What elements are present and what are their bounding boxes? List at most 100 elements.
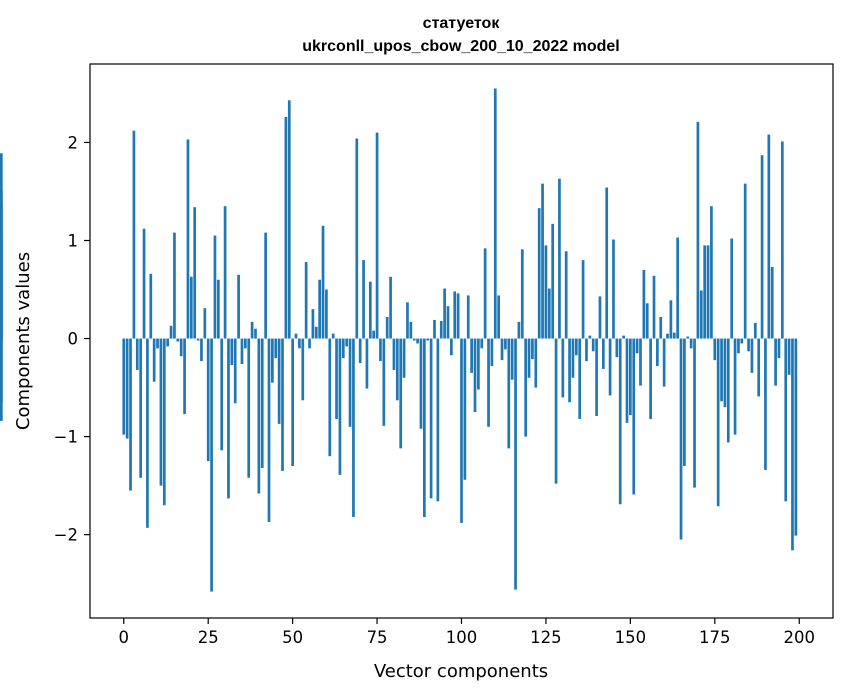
bar-121: [531, 338, 534, 360]
bar-188: [757, 338, 761, 397]
bar-91: [429, 338, 433, 499]
bar-10: [156, 338, 159, 349]
bar-89: [423, 338, 426, 518]
plot-frame: [89, 63, 834, 619]
bar-177: [720, 338, 723, 402]
bar-6: [142, 228, 146, 339]
bar-196: [784, 338, 788, 502]
bar-54: [304, 262, 308, 339]
bar-45: [274, 338, 278, 359]
bar-147: [618, 338, 622, 505]
y-tick-label: −2: [54, 526, 78, 545]
bar-81: [395, 338, 399, 401]
x-tick-label: 125: [530, 628, 562, 647]
bar-72: [365, 338, 369, 389]
bar-25: [206, 338, 210, 462]
bar-59: [321, 225, 325, 339]
bar-152: [635, 338, 639, 354]
bar-175: [713, 338, 717, 361]
bar-116: [514, 338, 517, 590]
bar-90: [426, 338, 430, 341]
bar-165: [679, 338, 683, 540]
bar-60: [325, 289, 328, 339]
bar-42: [264, 232, 267, 339]
bar-0: [122, 338, 126, 435]
bar-125: [544, 245, 548, 339]
bar-73: [368, 281, 372, 339]
bar-80: [392, 338, 396, 370]
y-tick-label: −1: [54, 428, 78, 447]
x-tick-label: 0: [119, 628, 130, 647]
bar-127: [551, 223, 555, 339]
bar-undefined: [0, 204, 3, 339]
bar-155: [645, 303, 649, 339]
bars-group: [0, 88, 798, 592]
bar-13: [166, 338, 170, 347]
bar-193: [774, 338, 777, 386]
bar-76: [379, 338, 382, 362]
bar-146: [615, 338, 619, 358]
bar-112: [500, 338, 504, 361]
bar-163: [672, 332, 676, 339]
bar-185: [747, 338, 750, 352]
bar-40: [257, 338, 261, 494]
bar-118: [520, 249, 524, 339]
bar-49: [287, 100, 291, 339]
bar-140: [595, 338, 598, 417]
bar-70: [358, 338, 362, 364]
bar-160: [662, 338, 666, 387]
y-tick-label: 1: [68, 231, 79, 250]
x-tick-label: 100: [446, 628, 478, 647]
chart-title-line-2: ukrconll_upos_cbow_200_10_2022 model: [302, 38, 619, 55]
bar-124: [541, 183, 544, 339]
bar-137: [585, 338, 588, 362]
bar-28: [216, 279, 220, 339]
bar-84: [406, 302, 409, 339]
bar-168: [689, 338, 693, 349]
bar-157: [652, 275, 656, 339]
bar-134: [574, 338, 578, 356]
bar-43: [267, 338, 271, 522]
bar-166: [683, 338, 686, 467]
bar-53: [301, 338, 305, 401]
bar-85: [409, 321, 413, 339]
bar-122: [534, 338, 538, 388]
bar-69: [355, 138, 359, 339]
bar-149: [625, 338, 629, 423]
bar-36: [244, 338, 247, 349]
bar-58: [318, 279, 321, 339]
bar-71: [362, 260, 365, 339]
bar-129: [558, 178, 561, 339]
bar-182: [737, 338, 740, 354]
bar-47: [281, 338, 284, 471]
bar-67: [348, 338, 352, 427]
bar-128: [554, 338, 558, 484]
bar-61: [328, 338, 332, 457]
bar-117: [517, 321, 521, 339]
bar-131: [564, 251, 568, 339]
bar-23: [200, 338, 203, 362]
bar-198: [791, 338, 794, 551]
bar-12: [162, 338, 166, 506]
bar-105: [477, 338, 480, 390]
x-tick-label: 150: [615, 628, 647, 647]
bar-108: [487, 338, 490, 427]
bar-79: [389, 276, 392, 339]
bar-184: [743, 183, 747, 339]
bar-21: [193, 207, 197, 339]
bar-31: [227, 338, 230, 499]
bar-37: [247, 338, 251, 478]
bar-29: [220, 338, 224, 451]
bar-2: [129, 338, 132, 491]
bar-17: [179, 338, 183, 357]
bar-156: [649, 338, 652, 419]
bar-173: [706, 245, 710, 339]
bar-102: [466, 295, 470, 339]
bar-113: [504, 338, 507, 350]
bar-50: [291, 338, 294, 467]
bar-48: [284, 116, 288, 339]
bar-87: [416, 338, 419, 344]
bar-106: [480, 338, 484, 349]
bar-179: [726, 338, 730, 443]
bar-187: [753, 322, 757, 339]
